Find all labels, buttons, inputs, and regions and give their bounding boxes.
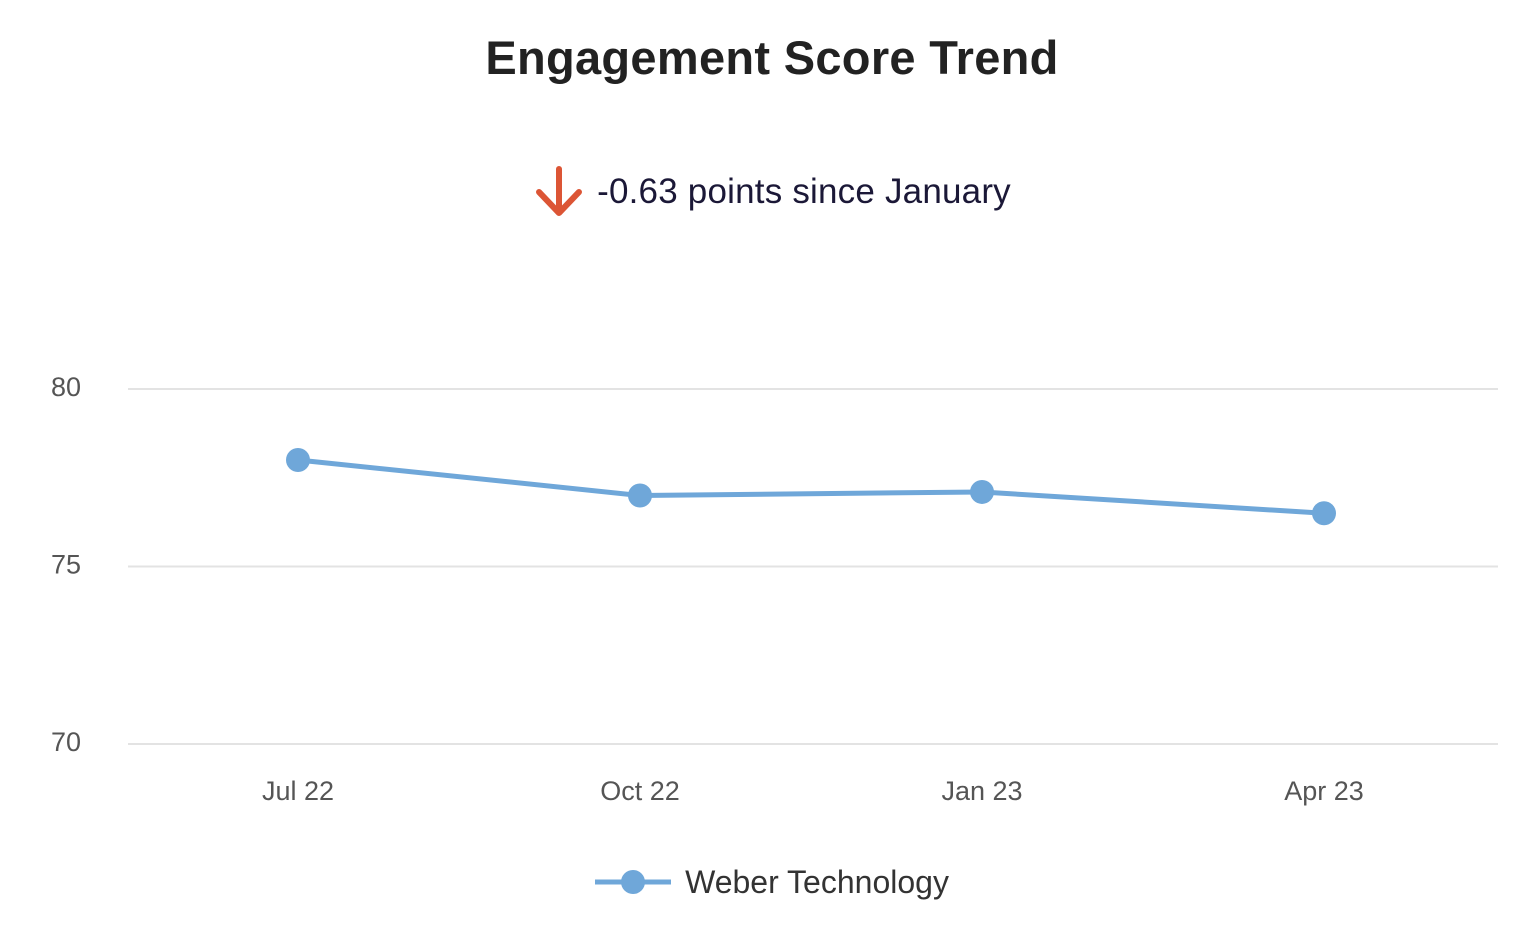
arrow-down-icon	[536, 166, 583, 216]
x-tick-label: Jan 23	[941, 776, 1022, 806]
x-tick-label: Jul 22	[262, 776, 334, 806]
y-tick-label: 70	[51, 727, 81, 757]
series-line	[295, 457, 1327, 516]
data-point[interactable]	[286, 448, 310, 472]
legend[interactable]: Weber Technology	[0, 856, 1534, 908]
grid-lines	[128, 388, 1498, 745]
y-axis-ticks: 70 75 80	[51, 372, 81, 757]
change-summary: -0.63 points since January	[0, 160, 1534, 224]
change-summary-text: -0.63 points since January	[597, 172, 1011, 211]
legend-swatch-icon	[595, 870, 672, 894]
legend-label: Weber Technology	[685, 863, 949, 900]
series-weber-technology	[286, 448, 1336, 526]
x-tick-label: Oct 22	[600, 776, 680, 806]
y-tick-label: 80	[51, 372, 81, 402]
data-point[interactable]	[628, 483, 652, 508]
chart-title: Engagement Score Trend	[485, 31, 1059, 84]
x-tick-label: Apr 23	[1284, 776, 1364, 806]
y-tick-label: 75	[51, 550, 81, 580]
data-point[interactable]	[970, 479, 994, 504]
data-point[interactable]	[1312, 501, 1336, 526]
x-axis-ticks: Jul 22 Oct 22 Jan 23 Apr 23	[262, 776, 1364, 806]
